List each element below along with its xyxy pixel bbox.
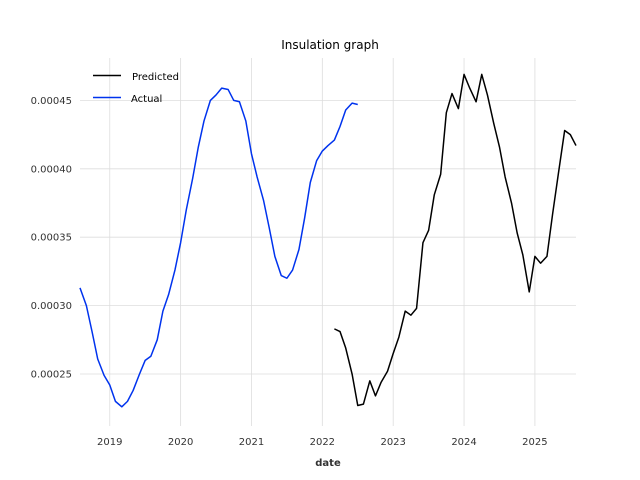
series-line-predicted xyxy=(334,73,577,407)
x-tick-label: 2019 xyxy=(97,437,122,448)
y-tick-label: 0.00025 xyxy=(31,370,72,381)
y-tick-label: 0.00035 xyxy=(31,233,72,244)
x-tick-label: 2025 xyxy=(522,437,547,448)
y-tick-label: 0.00045 xyxy=(31,96,72,107)
tick-labels: 2019 2020 2021 2022 2023 2024 2025 0.00025 0.000… xyxy=(31,96,548,448)
y-tick-label: 0.00030 xyxy=(31,301,72,312)
legend-label-predicted: Predicted xyxy=(132,72,179,83)
grid-layer xyxy=(80,58,576,426)
x-tick-label: 2023 xyxy=(380,437,405,448)
y-tick-label: 0.00040 xyxy=(31,164,72,175)
x-tick-label: 2020 xyxy=(168,437,193,448)
legend: Predicted Actual xyxy=(93,72,179,105)
series-line-actual xyxy=(79,87,358,408)
legend-label-actual: Actual xyxy=(131,94,162,105)
chart-title: Insulation graph xyxy=(281,38,379,52)
x-tick-label: 2022 xyxy=(310,437,335,448)
x-tick-label: 2024 xyxy=(451,437,476,448)
series-layer xyxy=(79,73,577,408)
x-tick-label: 2021 xyxy=(239,437,264,448)
x-axis-label: date xyxy=(315,458,341,469)
